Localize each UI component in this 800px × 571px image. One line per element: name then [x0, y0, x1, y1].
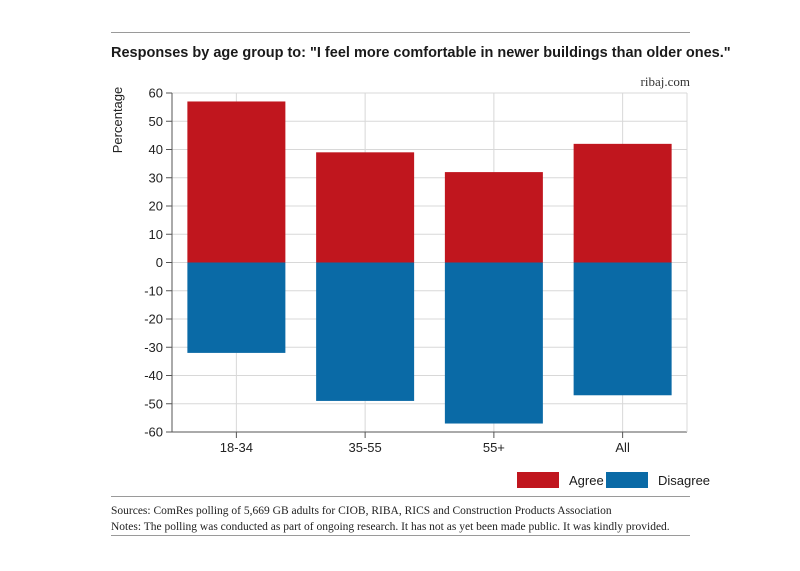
legend-disagree: Disagree: [606, 472, 710, 488]
y-tick-label: 60: [149, 86, 163, 101]
bottom-rule: [111, 535, 690, 536]
y-tick-label: -30: [144, 340, 163, 355]
x-tick-label: 18-34: [220, 440, 253, 455]
y-tick-label: 30: [149, 170, 163, 185]
y-tick-label: 10: [149, 227, 163, 242]
x-tick-label: 55+: [483, 440, 505, 455]
y-tick-label: 40: [149, 142, 163, 157]
bar-disagree-1834: [187, 262, 286, 353]
bars: [187, 101, 672, 424]
x-tick-label: All: [615, 440, 630, 455]
footer-rule: [111, 496, 690, 497]
bar-agree-1834: [187, 101, 286, 263]
legend-label-disagree: Disagree: [658, 472, 711, 488]
footer-notes: Sources: ComRes polling of 5,669 GB adul…: [111, 503, 670, 535]
y-axis-label: Percentage: [110, 87, 125, 154]
y-tick-label: -60: [144, 425, 163, 440]
y-tick-label: -50: [144, 396, 163, 411]
bar-disagree-3555: [316, 262, 415, 401]
top-rule: [111, 32, 690, 33]
y-tick-label: 50: [149, 114, 163, 129]
bar-agree-3555: [316, 152, 415, 263]
source-tag: ribaj.com: [640, 74, 690, 89]
chart-title: Responses by age group to: "I feel more …: [111, 45, 731, 61]
legend-swatch-disagree: [606, 472, 648, 488]
legend-label-agree: Agree: [569, 472, 604, 488]
y-tick-label: 20: [149, 199, 163, 214]
axes: 60 50 40 30 20 10 0 -10 -20 -30 -40 -50 -60 18-34 35-5…: [144, 86, 688, 455]
notes-text: Notes: The polling was conducted as part…: [111, 521, 670, 533]
y-tick-label: -40: [144, 368, 163, 383]
y-tick-label: -10: [144, 283, 163, 298]
y-tick-label: -20: [144, 312, 163, 327]
legend-agree: Agree: [517, 472, 604, 488]
legend-swatch-agree: [517, 472, 559, 488]
bar-disagree-55: [444, 262, 543, 424]
bar-agree-55: [444, 172, 543, 263]
y-tick-label: 0: [156, 255, 163, 270]
bar-agree-all: [573, 143, 672, 263]
bar-disagree-all: [573, 262, 672, 396]
x-tick-label: 35-55: [349, 440, 382, 455]
sources-text: Sources: ComRes polling of 5,669 GB adul…: [111, 505, 612, 517]
